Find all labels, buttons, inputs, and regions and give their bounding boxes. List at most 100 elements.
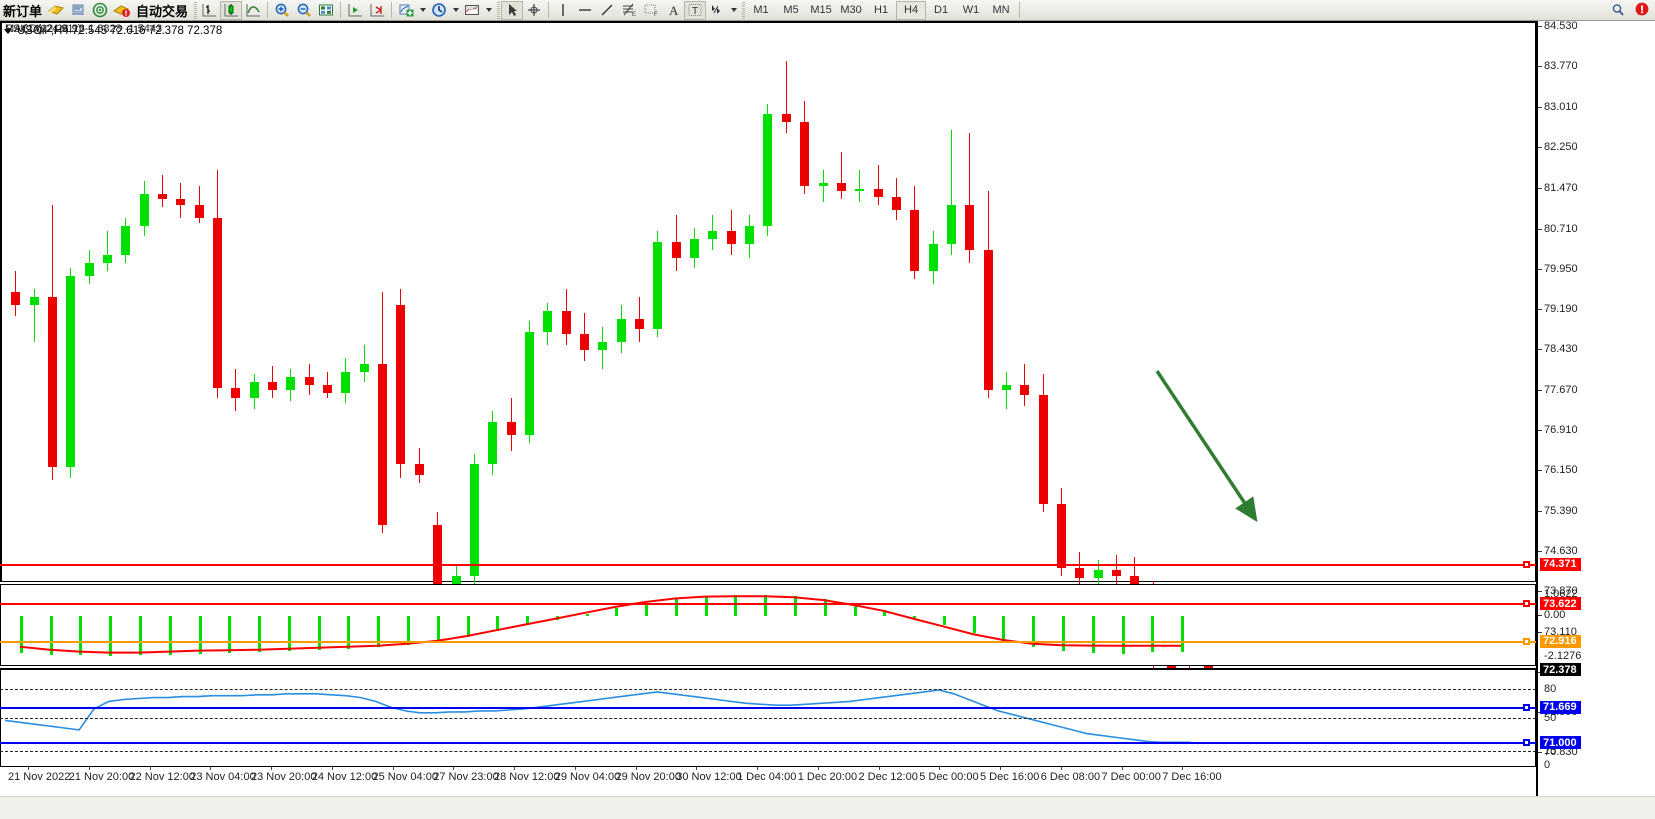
periods-icon[interactable] (428, 1, 450, 20)
candle-body (598, 342, 607, 351)
chart-area[interactable]: USOil-,H4 72.545 72.616 72.378 72.378 MA… (0, 20, 1655, 819)
shift-start-icon[interactable] (344, 1, 366, 20)
macd-histogram-bar (139, 615, 142, 656)
level-73622-tag[interactable]: 73.622 (1540, 597, 1581, 611)
price-axis[interactable]: 84.530 83.770 83.010 82.250 81.470 80.710 79.9… (1536, 20, 1655, 819)
shift-end-icon[interactable] (366, 1, 388, 20)
vline-icon[interactable] (552, 1, 574, 20)
chevron-down-icon[interactable] (4, 28, 12, 34)
text-icon[interactable]: A (662, 1, 684, 20)
time-axis-label: 30 Nov 12:00 (676, 771, 742, 783)
objects-dropdown-arrow[interactable] (728, 1, 739, 20)
current-price-72378-line[interactable] (0, 669, 1536, 671)
level-71000-tag[interactable]: 71.000 (1540, 736, 1581, 750)
crosshair-icon[interactable] (523, 1, 545, 20)
level-72916-line[interactable] (0, 640, 1536, 643)
macd-histogram-bar (854, 603, 857, 616)
level-71669-handle[interactable] (1523, 703, 1530, 711)
help-icon[interactable] (1607, 1, 1629, 20)
symbol-header[interactable]: USOil-,H4 72.545 72.616 72.378 72.378 (4, 24, 222, 38)
candle-body (543, 310, 552, 332)
candle-body (965, 204, 974, 250)
cursor-icon[interactable] (501, 0, 524, 20)
tab-timeframe-h1[interactable]: H1 (874, 4, 889, 16)
text-label-icon[interactable]: T (684, 0, 707, 20)
time-axis-tick (574, 767, 576, 770)
candle-wick (841, 151, 842, 200)
level-71000-line[interactable] (0, 742, 1536, 745)
time-axis-tick (757, 767, 758, 770)
current-price-72378-tag[interactable]: 72.378 (1540, 663, 1581, 677)
tab-timeframe-w1[interactable]: W1 (962, 4, 980, 16)
zoom-out-icon[interactable] (293, 1, 315, 20)
new-order-label[interactable]: 新订单 (3, 4, 43, 20)
periods-dropdown-arrow[interactable] (450, 1, 461, 20)
price-axis-tick-label: 76.910 (1544, 424, 1578, 437)
time-axis-tick (271, 767, 272, 770)
macd-histogram-bar (824, 599, 827, 616)
tab-timeframe-m1[interactable]: M1 (753, 4, 769, 16)
auto-trading-label[interactable]: 自动交易 (136, 4, 189, 20)
time-axis-tick (635, 767, 637, 770)
level-71000-handle[interactable] (1523, 739, 1530, 747)
tab-timeframe-m30[interactable]: M30 (840, 4, 862, 16)
candle-body (48, 297, 57, 468)
level-74371-tag[interactable]: 74.371 (1540, 557, 1581, 571)
navigator-icon[interactable] (89, 1, 111, 20)
time-axis-label: 7 Dec 00:00 (1101, 771, 1161, 783)
time-axis-tick (514, 767, 515, 770)
macd-histogram-bar (526, 615, 529, 626)
level-74371-line[interactable] (0, 563, 1536, 566)
tab-timeframe-m5[interactable]: M5 (783, 4, 799, 16)
macd-histogram-bar (169, 615, 172, 655)
candle-body (1204, 663, 1213, 673)
time-axis-tick (1182, 767, 1184, 770)
macd-histogram-bar (377, 615, 380, 647)
grid-icon[interactable] (315, 1, 337, 20)
templates-icon[interactable] (461, 1, 483, 20)
macd-histogram-bar (467, 615, 470, 638)
time-axis-label: 29 Nov 04:00 (554, 771, 621, 783)
level-74371-handle[interactable] (1523, 560, 1530, 568)
macd-histogram-bar (347, 615, 350, 649)
hline-icon[interactable] (574, 1, 596, 20)
tab-timeframe-h4[interactable]: H4 (896, 0, 927, 20)
tab-timeframe-mn[interactable]: MN (992, 4, 1010, 16)
indicators-dropdown-arrow[interactable] (417, 1, 428, 20)
alert-icon[interactable] (1629, 1, 1655, 20)
level-73622-line[interactable] (0, 603, 1536, 606)
terminal-icon[interactable] (111, 1, 133, 20)
objects-icon[interactable] (706, 1, 728, 20)
data-window-icon[interactable] (67, 1, 89, 20)
trendline-icon[interactable] (596, 1, 618, 20)
zoom-in-icon[interactable] (271, 1, 293, 20)
candle-wick (859, 170, 860, 202)
templates-dropdown-arrow[interactable] (483, 1, 494, 20)
tab-timeframe-d1[interactable]: D1 (934, 4, 949, 16)
level-71669-tag[interactable]: 71.669 (1540, 700, 1581, 714)
candlestick-chart-icon[interactable] (220, 0, 243, 20)
level-73622-handle[interactable] (1523, 600, 1530, 608)
new-order-icon[interactable] (45, 1, 67, 20)
line-chart-icon[interactable] (242, 1, 264, 20)
candle-body (488, 421, 497, 465)
macd-histogram-bar (437, 615, 440, 642)
fibonacci-icon[interactable]: E (618, 1, 640, 20)
macd-axis-tick-label: 0.00 (1544, 608, 1566, 621)
time-axis-tick (1000, 767, 1001, 770)
candle-body (250, 382, 259, 399)
candle-body (121, 225, 130, 255)
level-72916-tag[interactable]: 72.916 (1540, 634, 1581, 648)
macd-pane[interactable] (0, 584, 1536, 666)
down-arrow-annotation[interactable] (0, 21, 1536, 819)
candle-body (305, 376, 314, 385)
tab-timeframe-m15[interactable]: M15 (810, 4, 832, 16)
level-71669-line[interactable] (0, 706, 1536, 709)
candle-body (947, 204, 956, 245)
toolbar-divider (267, 2, 269, 18)
bar-chart-icon[interactable] (198, 1, 220, 20)
indicators-icon[interactable] (395, 1, 417, 20)
price-axis-tick-label: 81.470 (1544, 182, 1578, 195)
level-72916-handle[interactable] (1523, 637, 1530, 645)
equidistant-channel-icon[interactable]: F (640, 1, 662, 20)
